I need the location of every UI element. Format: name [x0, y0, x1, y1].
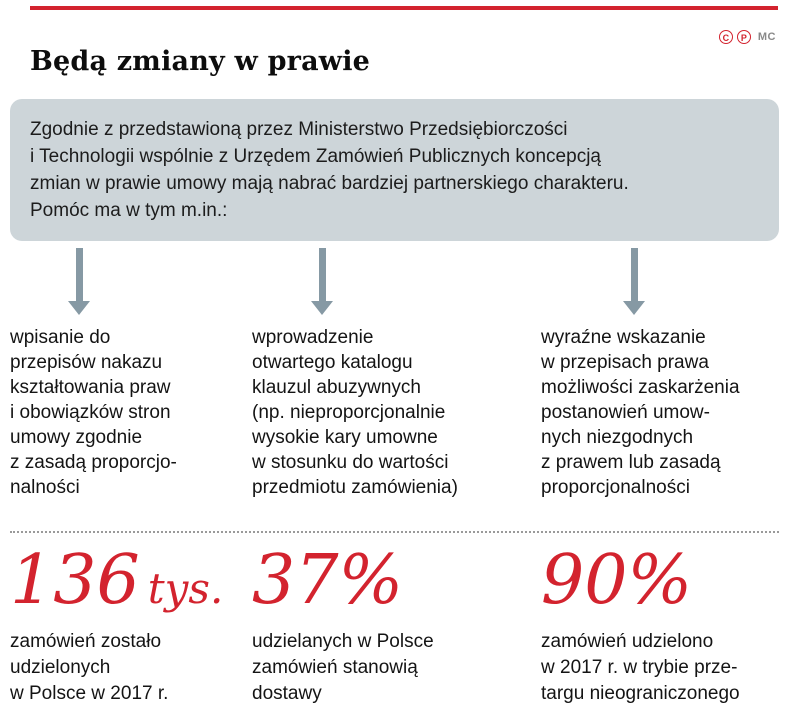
dotted-divider — [10, 531, 779, 533]
stat-value-row: 37% — [252, 543, 541, 623]
stats-section: 136 tys. zamówień zostało udzielonych w … — [10, 543, 778, 707]
page-title: Będą zmiany w prawie — [30, 46, 371, 78]
points-section: wpisanie do przepisów nakazu kształtowan… — [10, 325, 778, 500]
stat-value: 136 — [10, 541, 140, 620]
stat-unit: tys. — [147, 564, 224, 613]
intro-box: Zgodnie z przedstawioną przez Ministerst… — [10, 99, 779, 241]
stat-item: 90% zamówień udzielono w 2017 r. w trybi… — [541, 543, 778, 707]
arrow-stem — [318, 248, 326, 301]
arrow-stem — [75, 248, 83, 301]
down-arrow-icon — [68, 248, 90, 315]
stat-value: 90% — [541, 541, 693, 620]
point-item: wprowadzenie otwartego katalogu klauzul … — [252, 327, 458, 498]
stat-description: udzielanych w Polsce zamówień stanowią d… — [252, 631, 434, 704]
intro-text: Zgodnie z przedstawioną przez Ministerst… — [30, 119, 629, 221]
credit-label: MC — [757, 31, 776, 43]
copyright-p-icon: P — [736, 30, 751, 44]
copyright-c-icon: C — [718, 30, 733, 44]
stat-item: 37% udzielanych w Polsce zamówień stanow… — [252, 543, 541, 707]
stat-description: zamówień udzielono w 2017 r. w trybie pr… — [541, 631, 740, 704]
top-accent-rule — [30, 6, 778, 10]
stat-value-row: 136 tys. — [10, 543, 252, 623]
arrow-head — [311, 301, 333, 315]
stat-value-row: 90% — [541, 543, 778, 623]
point-item: wyraźne wskazanie w przepisach prawa moż… — [541, 327, 740, 498]
arrow-stem — [630, 248, 638, 301]
stat-description: zamówień zostało udzielonych w Polsce w … — [10, 631, 169, 704]
down-arrow-icon — [311, 248, 333, 315]
point-item: wpisanie do przepisów nakazu kształtowan… — [10, 327, 177, 498]
stat-value: 37% — [252, 541, 404, 620]
copyright-block: C P MC — [718, 30, 776, 44]
stat-item: 136 tys. zamówień zostało udzielonych w … — [10, 543, 252, 707]
arrow-head — [623, 301, 645, 315]
down-arrow-icon — [623, 248, 645, 315]
arrow-head — [68, 301, 90, 315]
